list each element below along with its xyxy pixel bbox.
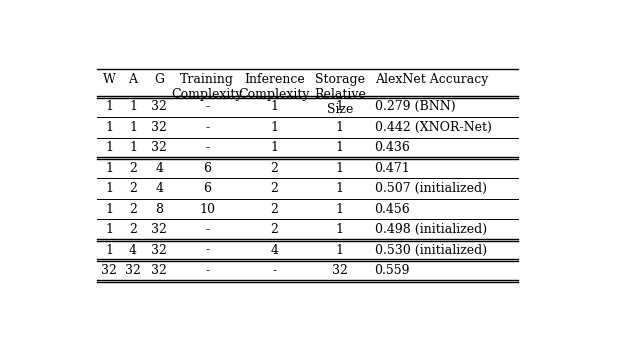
Text: Storage
Relative
Size: Storage Relative Size	[314, 73, 366, 116]
Text: 32: 32	[125, 264, 141, 277]
Text: 1: 1	[105, 203, 113, 216]
Text: 1: 1	[270, 121, 278, 134]
Text: 0.436: 0.436	[374, 141, 410, 154]
Text: 6: 6	[204, 162, 211, 175]
Text: 1: 1	[105, 121, 113, 134]
Text: 1: 1	[105, 182, 113, 195]
Text: 1: 1	[336, 100, 344, 114]
Text: 1: 1	[336, 182, 344, 195]
Text: 1: 1	[270, 100, 278, 114]
Text: 1: 1	[336, 121, 344, 134]
Text: AlexNet Accuracy: AlexNet Accuracy	[374, 73, 488, 86]
Text: 4: 4	[270, 244, 278, 257]
Text: -: -	[205, 100, 209, 114]
Text: -: -	[205, 121, 209, 134]
Text: 32: 32	[152, 100, 167, 114]
Text: 2: 2	[129, 203, 137, 216]
Text: 32: 32	[152, 223, 167, 236]
Text: 1: 1	[105, 223, 113, 236]
Text: 1: 1	[129, 121, 137, 134]
Text: 1: 1	[336, 223, 344, 236]
Text: A: A	[129, 73, 138, 86]
Text: 32: 32	[332, 264, 348, 277]
Text: 1: 1	[336, 203, 344, 216]
Text: -: -	[205, 264, 209, 277]
Text: 4: 4	[156, 182, 163, 195]
Text: 1: 1	[105, 244, 113, 257]
Text: 1: 1	[270, 141, 278, 154]
Text: Training
Complexity: Training Complexity	[172, 73, 243, 101]
Text: 4: 4	[156, 162, 163, 175]
Text: 1: 1	[336, 244, 344, 257]
Text: 6: 6	[204, 182, 211, 195]
Text: 0.498 (initialized): 0.498 (initialized)	[374, 223, 487, 236]
Text: 10: 10	[199, 203, 215, 216]
Text: W: W	[103, 73, 116, 86]
Text: 0.442 (XNOR-Net): 0.442 (XNOR-Net)	[374, 121, 492, 134]
Text: 1: 1	[336, 141, 344, 154]
Text: 2: 2	[270, 223, 278, 236]
Text: 2: 2	[270, 182, 278, 195]
Text: 32: 32	[152, 244, 167, 257]
Text: 2: 2	[270, 203, 278, 216]
Text: 1: 1	[336, 162, 344, 175]
Text: 0.471: 0.471	[374, 162, 410, 175]
Text: 32: 32	[152, 141, 167, 154]
Text: 2: 2	[129, 223, 137, 236]
Text: 2: 2	[129, 182, 137, 195]
Text: -: -	[205, 223, 209, 236]
Text: -: -	[272, 264, 276, 277]
Text: G: G	[154, 73, 164, 86]
Text: 2: 2	[129, 162, 137, 175]
Text: 0.530 (initialized): 0.530 (initialized)	[374, 244, 487, 257]
Text: 32: 32	[101, 264, 117, 277]
Text: 0.279 (BNN): 0.279 (BNN)	[374, 100, 455, 114]
Text: Inference
Complexity: Inference Complexity	[239, 73, 310, 101]
Text: -: -	[205, 141, 209, 154]
Text: 2: 2	[270, 162, 278, 175]
Text: 32: 32	[152, 264, 167, 277]
Text: 4: 4	[129, 244, 137, 257]
Text: 1: 1	[105, 141, 113, 154]
Text: 0.456: 0.456	[374, 203, 410, 216]
Text: 1: 1	[105, 100, 113, 114]
Text: 8: 8	[156, 203, 163, 216]
Text: 32: 32	[152, 121, 167, 134]
Text: -: -	[205, 244, 209, 257]
Text: 0.559: 0.559	[374, 264, 410, 277]
Text: 0.507 (initialized): 0.507 (initialized)	[374, 182, 486, 195]
Text: 1: 1	[129, 100, 137, 114]
Text: 1: 1	[129, 141, 137, 154]
Text: 1: 1	[105, 162, 113, 175]
